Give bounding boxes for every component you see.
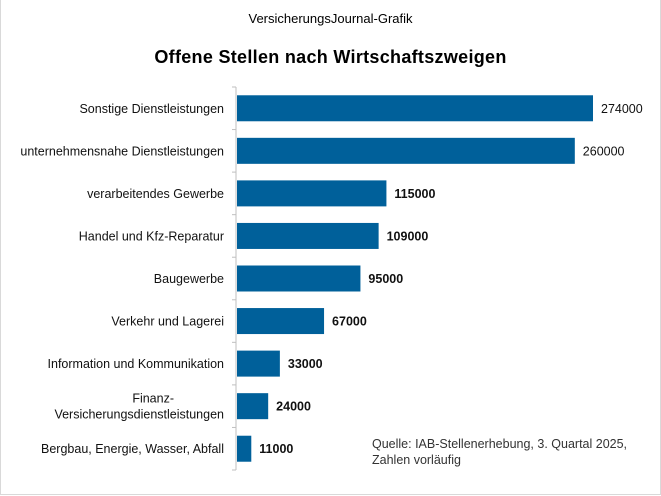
bar <box>237 393 269 420</box>
bar <box>237 308 325 335</box>
category-label: Baugewerbe <box>154 272 224 286</box>
data-label: 24000 <box>276 400 311 414</box>
category-label: Bergbau, Energie, Wasser, Abfall <box>41 442 224 456</box>
chart-supertitle: VersicherungsJournal-Grafik <box>248 11 413 26</box>
bar <box>237 350 280 377</box>
data-label: 260000 <box>583 144 625 158</box>
bar <box>237 435 252 462</box>
data-label: 67000 <box>332 315 367 329</box>
data-label: 33000 <box>288 357 323 371</box>
bar <box>237 265 361 292</box>
chart-title: Offene Stellen nach Wirtschaftszweigen <box>154 47 507 67</box>
data-label: 109000 <box>387 229 429 243</box>
bar <box>237 95 593 122</box>
category-label-line: unternehmensnahe Dienstleistungen <box>20 144 224 158</box>
category-label-line: Finanz- <box>132 392 174 406</box>
bar <box>237 137 575 164</box>
category-label-line: Sonstige Dienstleistungen <box>79 102 224 116</box>
category-label: Information und Kommunikation <box>48 357 225 371</box>
category-label-line: Verkehr und Lagerei <box>111 315 224 329</box>
category-label: verarbeitendes Gewerbe <box>87 187 224 201</box>
data-label: 95000 <box>368 272 403 286</box>
bar <box>237 180 387 207</box>
category-label-line: Information und Kommunikation <box>48 357 225 371</box>
category-label-line: Handel und Kfz-Reparatur <box>79 229 224 243</box>
data-label: 115000 <box>394 187 435 201</box>
source-annotation: Quelle: IAB-Stellenerhebung, 3. Quartal … <box>372 437 628 467</box>
data-label: 274000 <box>601 102 643 116</box>
category-label-line: verarbeitendes Gewerbe <box>87 187 224 201</box>
category-label-line: Bergbau, Energie, Wasser, Abfall <box>41 442 224 456</box>
category-label: unternehmensnahe Dienstleistungen <box>20 144 224 158</box>
category-label: Finanz- Versicherungsdienstleistungen <box>54 392 224 422</box>
category-label: Verkehr und Lagerei <box>111 315 224 329</box>
category-label: Sonstige Dienstleistungen <box>79 102 224 116</box>
category-label-line: Versicherungsdienstleistungen <box>54 408 224 422</box>
category-label-line: Baugewerbe <box>154 272 224 286</box>
category-label: Handel und Kfz-Reparatur <box>79 229 224 243</box>
bar <box>237 222 379 249</box>
data-label: 11000 <box>259 442 293 456</box>
